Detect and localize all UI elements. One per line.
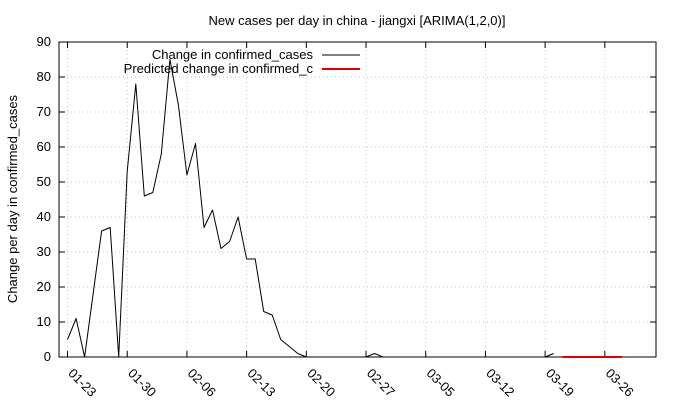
legend-label-predicted: Predicted change in confirmed_c: [124, 61, 314, 76]
x-tick-label: 03-26: [603, 366, 637, 400]
x-tick-label: 03-19: [543, 366, 577, 400]
chart-title: New cases per day in china - jiangxi [AR…: [209, 13, 506, 28]
y-tick-label: 70: [37, 104, 51, 119]
y-tick-label: 10: [37, 314, 51, 329]
y-tick-label: 50: [37, 174, 51, 189]
x-tick-label: 02-13: [245, 366, 279, 400]
y-axis-label: Change per day in confirmed_cases: [5, 94, 20, 303]
x-tick-label: 02-20: [304, 366, 338, 400]
y-tick-label: 80: [37, 69, 51, 84]
y-tick-label: 60: [37, 139, 51, 154]
y-tick-label: 20: [37, 279, 51, 294]
series-layer: [67, 59, 622, 358]
x-tick-label: 03-12: [483, 366, 517, 400]
y-tick-label: 90: [37, 34, 51, 49]
grid-layer: [59, 42, 656, 357]
x-tick-label: 01-30: [125, 366, 159, 400]
x-tick-label: 02-27: [364, 366, 398, 400]
legend: Change in confirmed_cases Predicted chan…: [124, 47, 360, 76]
x-tick-label: 01-23: [65, 366, 99, 400]
y-tick-label: 40: [37, 209, 51, 224]
legend-label-actual: Change in confirmed_cases: [152, 47, 314, 62]
x-tick-label: 03-05: [424, 366, 458, 400]
series-line-actual: [67, 59, 554, 358]
y-tick-label: 30: [37, 244, 51, 259]
y-tick-label: 0: [44, 349, 51, 364]
plot-frame: [58, 41, 657, 358]
x-tick-label: 02-06: [185, 366, 219, 400]
